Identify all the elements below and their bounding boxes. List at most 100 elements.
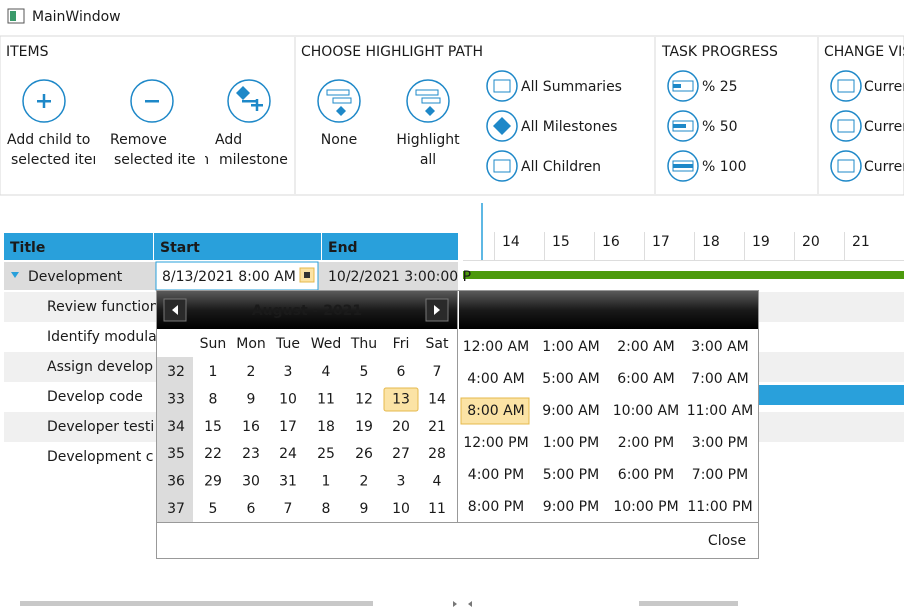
time-option[interactable]: 8:00 AM bbox=[467, 403, 525, 419]
time-option[interactable]: 4:00 AM bbox=[467, 371, 525, 387]
day[interactable]: 10 bbox=[392, 501, 410, 517]
day[interactable]: 1 bbox=[322, 474, 331, 490]
time-option[interactable]: 6:00 PM bbox=[618, 467, 674, 483]
day[interactable]: 19 bbox=[355, 419, 373, 435]
time-option[interactable]: 10:00 PM bbox=[613, 499, 678, 515]
day[interactable]: 20 bbox=[392, 419, 410, 435]
button-label: % 50 bbox=[702, 119, 738, 135]
day[interactable]: 9 bbox=[360, 501, 369, 517]
day[interactable]: 25 bbox=[317, 446, 335, 462]
day[interactable]: 4 bbox=[433, 474, 442, 490]
day[interactable]: 2 bbox=[360, 474, 369, 490]
group-label: TASK PROGRESS bbox=[661, 44, 778, 60]
icon bbox=[673, 164, 693, 168]
time-option[interactable]: 3:00 AM bbox=[691, 339, 749, 355]
day[interactable]: 8 bbox=[322, 501, 331, 517]
weekday: Sat bbox=[426, 336, 449, 352]
timeline-day: 20 bbox=[802, 234, 820, 250]
button-label: % 25 bbox=[702, 79, 738, 95]
time-option[interactable]: 5:00 AM bbox=[542, 371, 600, 387]
day[interactable]: 26 bbox=[355, 446, 373, 462]
scrollbar-thumb[interactable] bbox=[20, 601, 373, 606]
day[interactable]: 9 bbox=[247, 391, 256, 407]
day[interactable]: 5 bbox=[360, 364, 369, 380]
icon bbox=[421, 97, 441, 104]
time-option[interactable]: 1:00 AM bbox=[542, 339, 600, 355]
day[interactable]: 30 bbox=[242, 474, 260, 490]
day[interactable]: 11 bbox=[428, 501, 446, 517]
time-option[interactable]: 10:00 AM bbox=[613, 403, 679, 419]
week-number: 32 bbox=[167, 364, 185, 380]
day[interactable]: 7 bbox=[433, 364, 442, 380]
summary-bar[interactable] bbox=[463, 271, 904, 279]
day[interactable]: 23 bbox=[242, 446, 260, 462]
time-option[interactable]: 6:00 AM bbox=[617, 371, 675, 387]
day[interactable]: 4 bbox=[322, 364, 331, 380]
time-option[interactable]: 7:00 AM bbox=[691, 371, 749, 387]
time-option[interactable]: 9:00 PM bbox=[543, 499, 599, 515]
time-option[interactable]: 1:00 PM bbox=[543, 435, 599, 451]
time-option[interactable]: 7:00 PM bbox=[692, 467, 748, 483]
time-option[interactable]: 4:00 PM bbox=[468, 467, 524, 483]
icon bbox=[336, 106, 346, 116]
scrollbar-thumb[interactable] bbox=[639, 601, 738, 606]
expander[interactable] bbox=[11, 272, 19, 278]
day[interactable]: 3 bbox=[397, 474, 406, 490]
time-option[interactable]: 2:00 AM bbox=[617, 339, 675, 355]
button-label: Curren bbox=[864, 79, 904, 95]
icon bbox=[42, 94, 46, 108]
button-label: All Milestones bbox=[521, 119, 617, 135]
group-label: ITEMS bbox=[6, 44, 49, 60]
day[interactable]: 13 bbox=[392, 391, 410, 407]
day[interactable]: 3 bbox=[284, 364, 293, 380]
day[interactable]: 28 bbox=[428, 446, 446, 462]
day[interactable]: 14 bbox=[428, 391, 446, 407]
time-option[interactable]: 11:00 AM bbox=[687, 403, 753, 419]
icon bbox=[415, 89, 439, 96]
day[interactable]: 22 bbox=[204, 446, 222, 462]
time-option[interactable]: 8:00 PM bbox=[468, 499, 524, 515]
day[interactable]: 16 bbox=[242, 419, 260, 435]
time-option[interactable]: 3:00 PM bbox=[692, 435, 748, 451]
time-option[interactable]: 12:00 PM bbox=[463, 435, 528, 451]
day[interactable]: 2 bbox=[247, 364, 256, 380]
timeline-day: 15 bbox=[552, 234, 570, 250]
day[interactable]: 17 bbox=[279, 419, 297, 435]
day[interactable]: 21 bbox=[428, 419, 446, 435]
icon bbox=[332, 97, 352, 104]
time-option[interactable]: 11:00 PM bbox=[687, 499, 752, 515]
day[interactable]: 12 bbox=[355, 391, 373, 407]
button-label: Curren bbox=[864, 159, 904, 175]
day[interactable]: 8 bbox=[209, 391, 218, 407]
day[interactable]: 6 bbox=[247, 501, 256, 517]
time-option[interactable]: 5:00 PM bbox=[543, 467, 599, 483]
button-label: Remove bbox=[110, 132, 167, 148]
week-number: 33 bbox=[167, 391, 185, 407]
time-option[interactable]: 9:00 AM bbox=[542, 403, 600, 419]
cell: Developer testi bbox=[47, 419, 154, 435]
day[interactable]: 31 bbox=[279, 474, 297, 490]
week-number: 35 bbox=[167, 446, 185, 462]
icon bbox=[837, 119, 855, 133]
scroll-arrows[interactable] bbox=[453, 601, 472, 607]
start-editor[interactable] bbox=[155, 261, 319, 291]
day[interactable]: 27 bbox=[392, 446, 410, 462]
cell: Assign develop bbox=[47, 359, 153, 375]
time-option[interactable]: 2:00 PM bbox=[618, 435, 674, 451]
day[interactable]: 29 bbox=[204, 474, 222, 490]
day[interactable]: 10 bbox=[279, 391, 297, 407]
column-header: Title bbox=[10, 240, 45, 256]
close-button[interactable]: Close bbox=[708, 533, 746, 549]
day[interactable]: 15 bbox=[204, 419, 222, 435]
day[interactable]: 7 bbox=[284, 501, 293, 517]
day[interactable]: 24 bbox=[279, 446, 297, 462]
day[interactable]: 1 bbox=[209, 364, 218, 380]
day[interactable]: 18 bbox=[317, 419, 335, 435]
cell: Development bbox=[28, 269, 123, 285]
day[interactable]: 11 bbox=[317, 391, 335, 407]
time-option[interactable]: 12:00 AM bbox=[463, 339, 529, 355]
day[interactable]: 5 bbox=[209, 501, 218, 517]
day[interactable]: 6 bbox=[397, 364, 406, 380]
